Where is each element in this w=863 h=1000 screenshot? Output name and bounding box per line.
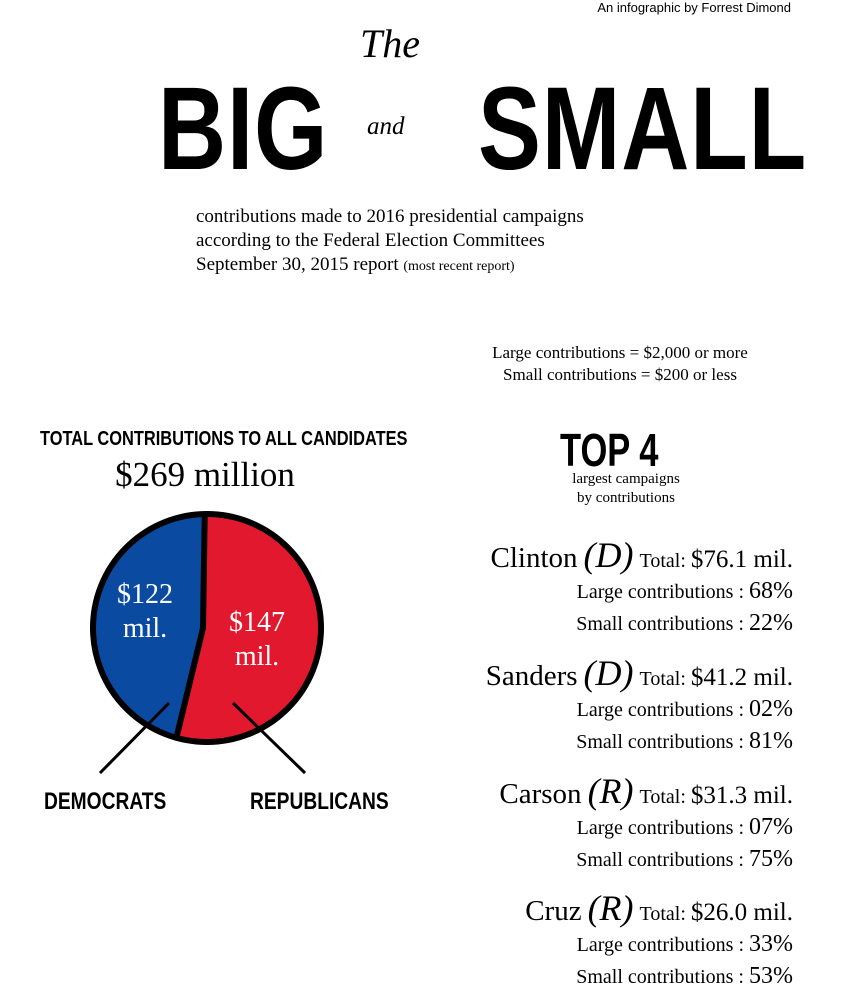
definition-large: Large contributions = $2,000 or more — [492, 343, 748, 362]
small-pct: 81% — [749, 728, 793, 754]
large-share: Large contributions : 68% — [373, 576, 793, 608]
subtitle-note: (most recent report) — [403, 259, 515, 274]
pie-label-line: mil. — [123, 613, 167, 644]
candidate-party: (D) — [583, 653, 634, 693]
large-label: Large contributions : — [576, 817, 744, 839]
republicans-leader-line — [231, 701, 307, 775]
candidate-header: Sanders (D) Total: $41.2 mil. — [373, 652, 793, 694]
small-label: Small contributions : — [576, 849, 744, 871]
candidate-total: Total: $26.0 mil. — [639, 899, 793, 926]
title-small: SMALL — [478, 63, 808, 195]
total-label: Total: — [639, 786, 686, 808]
small-label: Small contributions : — [576, 966, 744, 988]
title-big: BIG — [158, 63, 329, 195]
candidate-total: Total: $76.1 mil. — [639, 546, 793, 573]
small-share: Small contributions : 81% — [373, 726, 793, 758]
pie-label-line: mil. — [235, 641, 279, 672]
large-share: Large contributions : 07% — [373, 812, 793, 844]
total-value: $41.2 mil. — [690, 664, 793, 691]
candidate-header: Clinton (D) Total: $76.1 mil. — [373, 534, 793, 576]
democrats-label: DEMOCRATS — [44, 788, 167, 815]
total-amount: $269 million — [115, 455, 295, 494]
large-share: Large contributions : 02% — [373, 694, 793, 726]
large-label: Large contributions : — [576, 581, 744, 603]
top4-sub-line-1: largest campaigns — [572, 471, 680, 487]
total-value: $76.1 mil. — [690, 546, 793, 573]
large-pct: 07% — [749, 814, 793, 840]
top4-sub-line-2: by contributions — [577, 490, 675, 506]
small-label: Small contributions : — [576, 613, 744, 635]
candidate-party: (R) — [587, 888, 634, 928]
candidate-party: (D) — [583, 535, 634, 575]
pie-label-line: $122 — [117, 579, 173, 610]
pie-label-republicans: $147 mil. — [229, 607, 285, 672]
large-label: Large contributions : — [576, 699, 744, 721]
party-pie-chart: $122 mil. $147 mil. — [90, 511, 324, 775]
subtitle-date: September 30, 2015 report — [196, 254, 399, 275]
small-share: Small contributions : 53% — [373, 961, 793, 993]
candidate-block-clinton: Clinton (D) Total: $76.1 mil. Large contri… — [373, 534, 793, 640]
pie-slice-democrats — [92, 514, 205, 738]
pie-label-democrats: $122 mil. — [117, 579, 173, 644]
byline: An infographic by Forrest Dimond — [597, 0, 791, 15]
large-pct: 02% — [749, 696, 793, 722]
large-share: Large contributions : 33% — [373, 929, 793, 961]
large-pct: 68% — [749, 578, 793, 604]
subtitle-line-1: contributions made to 2016 presidential … — [196, 206, 584, 227]
candidate-name: Sanders — [485, 660, 578, 692]
large-label: Large contributions : — [576, 934, 744, 956]
total-label: Total: — [639, 668, 686, 690]
top4-subheading: largest campaigns by contributions — [536, 470, 716, 508]
subtitle-line-2: according to the Federal Election Commit… — [196, 230, 545, 251]
candidate-block-sanders: Sanders (D) Total: $41.2 mil. Large contri… — [373, 652, 793, 758]
large-pct: 33% — [749, 931, 793, 957]
pie-outline — [90, 511, 324, 745]
total-label: Total: — [639, 903, 686, 925]
small-share: Small contributions : 75% — [373, 844, 793, 876]
candidate-name: Clinton — [490, 542, 578, 574]
republicans-label: REPUBLICANS — [250, 788, 389, 815]
candidate-header: Cruz (R) Total: $26.0 mil. — [373, 887, 793, 929]
candidate-party: (R) — [587, 771, 634, 811]
candidate-total: Total: $31.3 mil. — [639, 782, 793, 809]
candidate-name: Carson — [499, 778, 582, 810]
total-label: Total: — [639, 550, 686, 572]
candidate-block-cruz: Cruz (R) Total: $26.0 mil. Large contribut… — [373, 887, 793, 993]
definitions: Large contributions = $2,000 or more Sma… — [430, 342, 810, 386]
democrats-leader-line — [98, 701, 171, 775]
small-share: Small contributions : 22% — [373, 608, 793, 640]
total-value: $26.0 mil. — [690, 899, 793, 926]
candidate-total: Total: $41.2 mil. — [639, 664, 793, 691]
definition-small: Small contributions = $200 or less — [503, 365, 737, 384]
subtitle-line-3: September 30, 2015 report (most recent r… — [196, 253, 584, 279]
small-label: Small contributions : — [576, 731, 744, 753]
small-pct: 53% — [749, 963, 793, 989]
total-value: $31.3 mil. — [690, 782, 793, 809]
subtitle: contributions made to 2016 presidential … — [196, 205, 584, 279]
top4-heading: TOP 4 — [560, 424, 659, 476]
pie-slice-republicans — [176, 514, 321, 742]
small-pct: 75% — [749, 846, 793, 872]
title-and: and — [367, 113, 405, 140]
pie-label-line: $147 — [229, 607, 285, 638]
small-pct: 22% — [749, 610, 793, 636]
candidate-name: Cruz — [525, 895, 582, 927]
pie-divider — [173, 513, 208, 739]
candidate-block-carson: Carson (R) Total: $31.3 mil. Large contrib… — [373, 770, 793, 876]
candidate-header: Carson (R) Total: $31.3 mil. — [373, 770, 793, 812]
total-heading: TOTAL CONTRIBUTIONS TO ALL CANDIDATES — [40, 428, 408, 450]
title-the: The — [360, 21, 420, 66]
